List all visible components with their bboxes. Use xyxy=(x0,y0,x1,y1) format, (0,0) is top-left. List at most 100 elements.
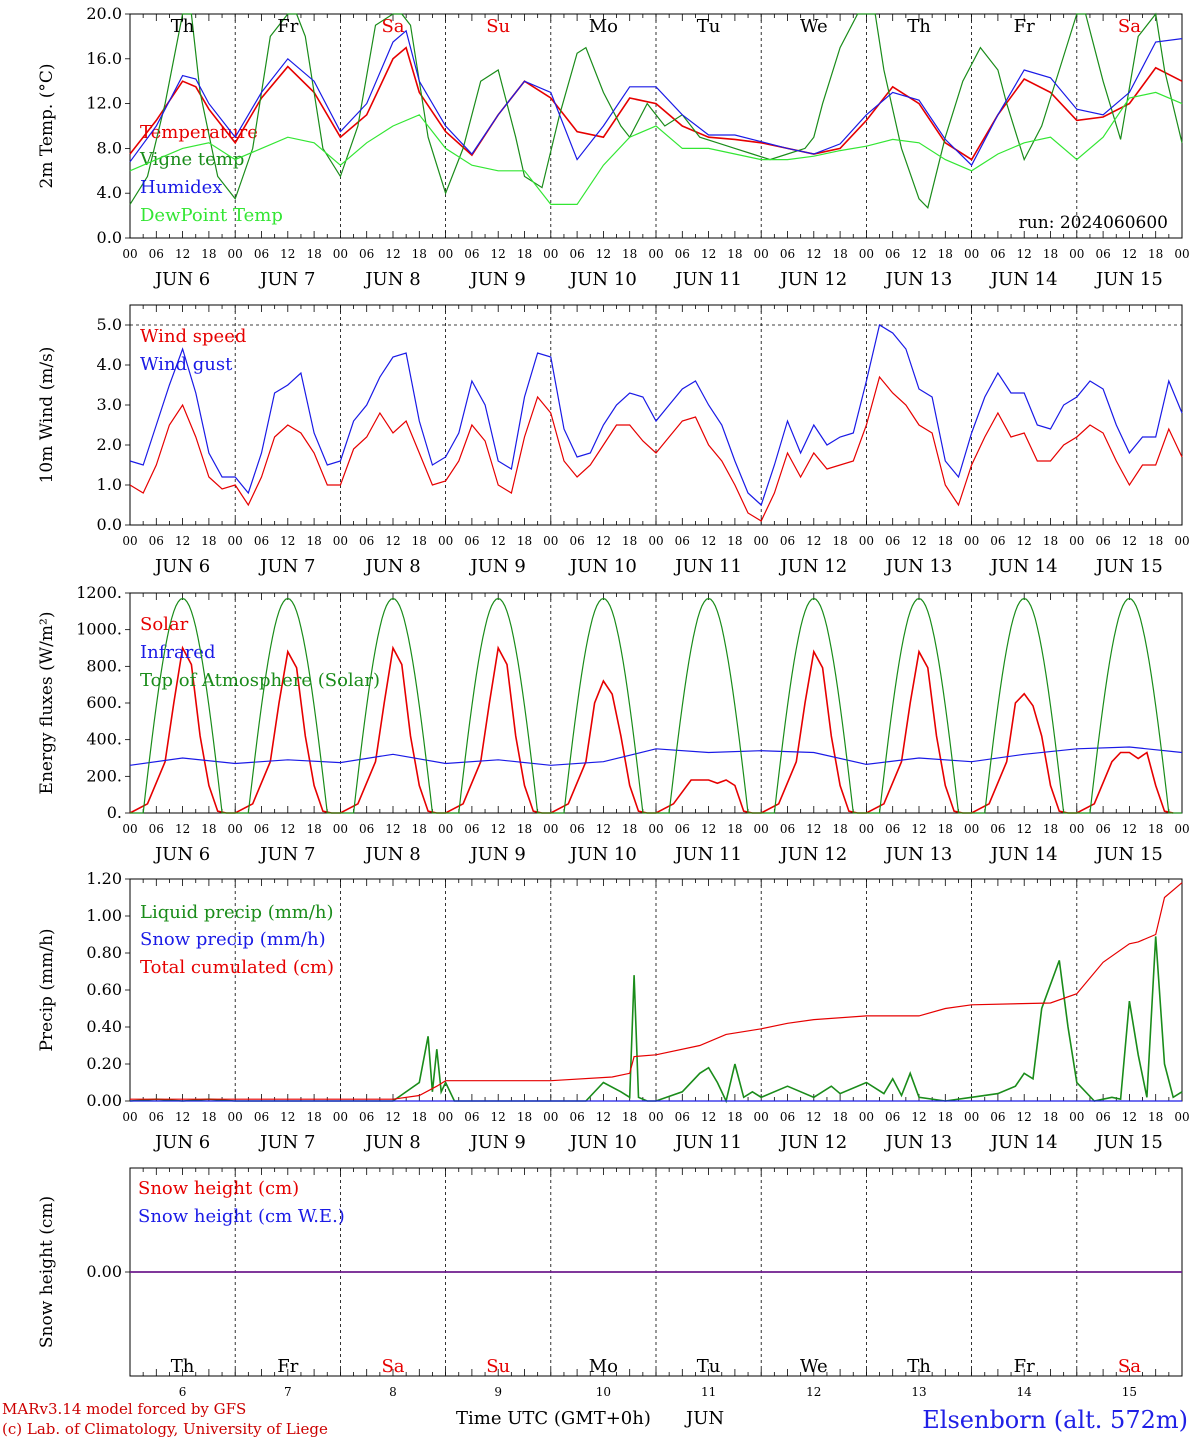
hour-tick-label: 18 xyxy=(727,247,742,261)
day-number: 9 xyxy=(494,1385,502,1399)
hour-tick-label: 12 xyxy=(385,1110,400,1124)
hour-tick-label: 12 xyxy=(806,1110,821,1124)
day-label: JUN 11 xyxy=(673,1132,742,1153)
hour-tick-label: 18 xyxy=(201,1110,216,1124)
hour-tick-label: 00 xyxy=(754,247,769,261)
hour-tick-label: 00 xyxy=(648,534,663,548)
day-label: JUN 10 xyxy=(568,556,637,577)
weekday-label: Sa xyxy=(1118,16,1141,37)
hour-tick-label: 12 xyxy=(175,247,190,261)
series-line-1 xyxy=(129,936,1183,1104)
weekday-label: Sa xyxy=(381,16,404,37)
hour-tick-label: 06 xyxy=(1095,247,1110,261)
day-label: JUN 9 xyxy=(469,844,526,865)
hour-tick-label: 12 xyxy=(596,822,611,836)
day-label: JUN 14 xyxy=(989,556,1058,577)
hour-tick-label: 00 xyxy=(964,534,979,548)
y-tick-label: 200. xyxy=(86,766,122,785)
hour-tick-label: 18 xyxy=(622,247,637,261)
y-tick-label: 20.0 xyxy=(86,4,122,23)
hour-tick-label: 00 xyxy=(228,534,243,548)
hour-tick-label: 12 xyxy=(1017,1110,1032,1124)
day-label: JUN 15 xyxy=(1094,556,1163,577)
weekday-label: Sa xyxy=(381,1356,404,1377)
y-axis-label: Precip (mm/h) xyxy=(37,928,57,1051)
y-axis-label: Energy fluxes (W/m²) xyxy=(37,612,57,795)
station-label: Elsenborn (alt. 572m) xyxy=(922,1406,1188,1434)
day-label: JUN 7 xyxy=(258,556,315,577)
hour-tick-label: 06 xyxy=(780,247,795,261)
legend-entry: Solar xyxy=(140,614,189,635)
day-label: JUN 10 xyxy=(568,1132,637,1153)
hour-tick-label: 06 xyxy=(149,1110,164,1124)
hour-tick-label: 00 xyxy=(1174,822,1189,836)
panels: 2m Temp. (°C) 0.0 4.0 8.0 12.0 16.0 20.0 Temper… xyxy=(37,4,1190,1399)
day-number: 13 xyxy=(911,1385,926,1399)
hour-tick-label: 12 xyxy=(596,247,611,261)
hour-tick-label: 00 xyxy=(122,534,137,548)
hour-tick-label: 12 xyxy=(1017,822,1032,836)
hour-tick-label: 06 xyxy=(359,247,374,261)
hour-tick-label: 00 xyxy=(333,534,348,548)
series-line-2 xyxy=(129,746,1183,766)
day-label: JUN 9 xyxy=(469,556,526,577)
hour-tick-label: 12 xyxy=(1017,247,1032,261)
hour-tick-label: 12 xyxy=(491,534,506,548)
y-axis-label: Snow height (cm) xyxy=(37,1196,57,1348)
hour-tick-label: 00 xyxy=(333,822,348,836)
hour-tick-label: 12 xyxy=(806,247,821,261)
hour-tick-label: 12 xyxy=(280,247,295,261)
hour-tick-label: 12 xyxy=(701,247,716,261)
hour-tick-label: 06 xyxy=(464,822,479,836)
hour-tick-label: 06 xyxy=(675,1110,690,1124)
weekday-label: Th xyxy=(907,16,931,37)
hour-tick-label: 06 xyxy=(464,1110,479,1124)
hour-tick-label: 18 xyxy=(1148,534,1163,548)
y-tick-label: 0.00 xyxy=(86,1262,122,1281)
hour-tick-label: 18 xyxy=(938,247,953,261)
day-label: JUN 6 xyxy=(153,269,210,290)
hour-tick-label: 00 xyxy=(1069,822,1084,836)
hour-tick-label: 00 xyxy=(754,534,769,548)
hour-tick-label: 06 xyxy=(359,534,374,548)
legend-entry: Wind gust xyxy=(140,354,233,375)
panel-1: 2m Temp. (°C) 0.0 4.0 8.0 12.0 16.0 20.0 Temper… xyxy=(37,4,1190,290)
day-label: JUN 6 xyxy=(153,844,210,865)
y-tick-label: 8.0 xyxy=(97,138,122,157)
hour-tick-label: 18 xyxy=(938,1110,953,1124)
hour-tick-label: 18 xyxy=(727,822,742,836)
hour-tick-label: 12 xyxy=(491,822,506,836)
hour-tick-label: 06 xyxy=(149,534,164,548)
hour-tick-label: 12 xyxy=(280,534,295,548)
hour-tick-label: 12 xyxy=(596,1110,611,1124)
hour-tick-label: 06 xyxy=(885,822,900,836)
hour-tick-label: 06 xyxy=(990,247,1005,261)
x-axis-title: Time UTC (GMT+0h) xyxy=(456,1408,651,1429)
legend-entry: Snow precip (mm/h) xyxy=(140,929,326,950)
hour-tick-label: 00 xyxy=(438,534,453,548)
weekday-label: Sa xyxy=(1118,1356,1141,1377)
weekday-label: Fr xyxy=(1014,1356,1035,1377)
hour-tick-label: 00 xyxy=(122,822,137,836)
hour-tick-label: 12 xyxy=(1122,247,1137,261)
hour-tick-label: 00 xyxy=(543,534,558,548)
hour-tick-label: 06 xyxy=(359,822,374,836)
hour-tick-label: 12 xyxy=(280,822,295,836)
day-label: JUN 11 xyxy=(673,556,742,577)
weekday-label: Th xyxy=(171,1356,195,1377)
series-line-3 xyxy=(130,597,1182,814)
hour-tick-label: 06 xyxy=(149,247,164,261)
hour-tick-label: 18 xyxy=(412,1110,427,1124)
hour-tick-label: 18 xyxy=(938,822,953,836)
hour-tick-label: 18 xyxy=(1043,822,1058,836)
series-line-1 xyxy=(129,375,1183,522)
hour-tick-label: 12 xyxy=(701,1110,716,1124)
series-line-3 xyxy=(130,882,1183,1100)
hour-tick-label: 06 xyxy=(464,534,479,548)
hour-tick-label: 00 xyxy=(648,822,663,836)
series-line-2 xyxy=(129,324,1183,507)
hour-tick-label: 06 xyxy=(675,247,690,261)
panel-3: Energy fluxes (W/m²) 0. 200. 400. 600. 800. 10… xyxy=(37,583,1190,865)
hour-tick-label: 18 xyxy=(832,1110,847,1124)
legend-entry: Infrared xyxy=(140,642,215,663)
